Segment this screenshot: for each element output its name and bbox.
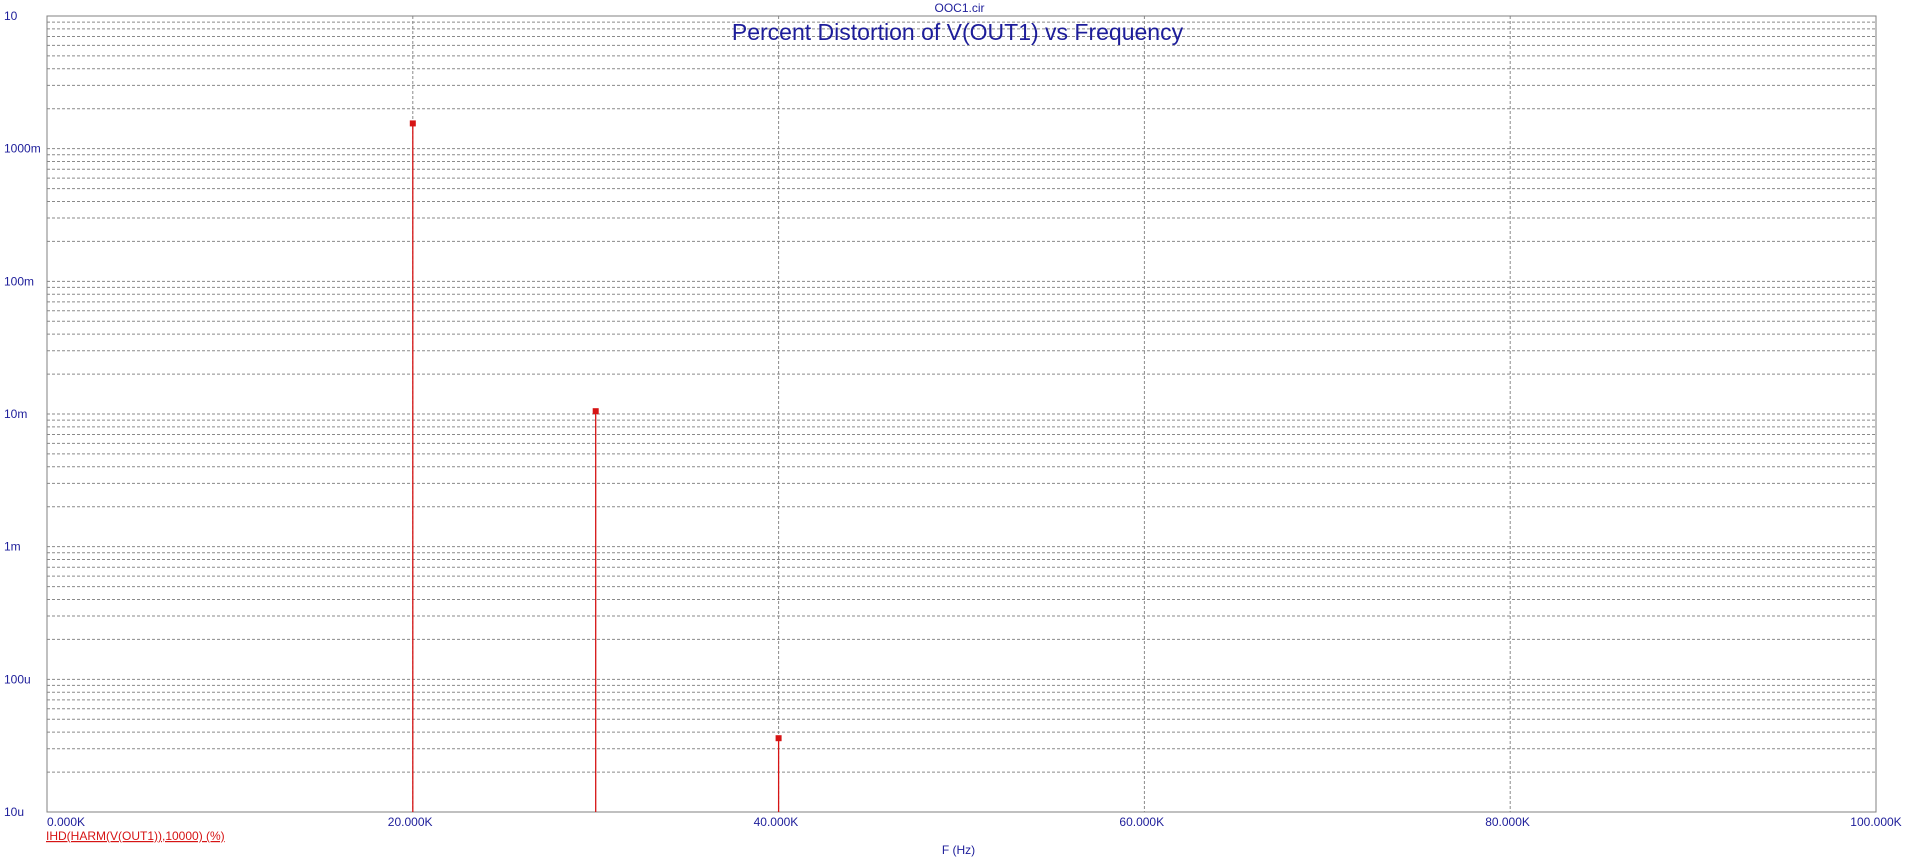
grid-lines <box>47 16 1876 812</box>
y-tick-label: 100m <box>4 274 34 288</box>
y-tick-label: 1000m <box>4 142 41 156</box>
plot-area <box>46 15 1877 813</box>
legend-series-label[interactable]: IHD(HARM(V(OUT1)),10000) (%) <box>46 829 225 843</box>
data-point-marker[interactable] <box>592 408 599 415</box>
x-tick-label: 20.000K <box>388 815 433 829</box>
x-tick-label: 80.000K <box>1485 815 1530 829</box>
chart-title: Percent Distortion of V(OUT1) vs Frequen… <box>732 19 1184 45</box>
x-tick-label: 0.000K <box>47 815 85 829</box>
data-point-marker[interactable] <box>775 735 782 742</box>
y-tick-label: 10u <box>4 805 24 819</box>
x-tick-label: 40.000K <box>754 815 799 829</box>
tick-labels: 10 1000m 100m 10m 1m 100u 10u 0.000K 20.000K 40.0… <box>4 9 1902 829</box>
y-tick-label: 100u <box>4 672 31 686</box>
x-axis-label: F (Hz) <box>942 843 975 857</box>
x-tick-label: 60.000K <box>1119 815 1164 829</box>
x-tick-label: 100.000K <box>1850 815 1901 829</box>
y-tick-label: 1m <box>4 540 21 554</box>
file-name: OOC1.cir <box>934 1 984 15</box>
y-tick-label: 10m <box>4 407 27 421</box>
data-point-marker[interactable] <box>409 120 416 127</box>
data-series-ihd <box>409 120 782 812</box>
y-tick-label: 10 <box>4 9 18 23</box>
